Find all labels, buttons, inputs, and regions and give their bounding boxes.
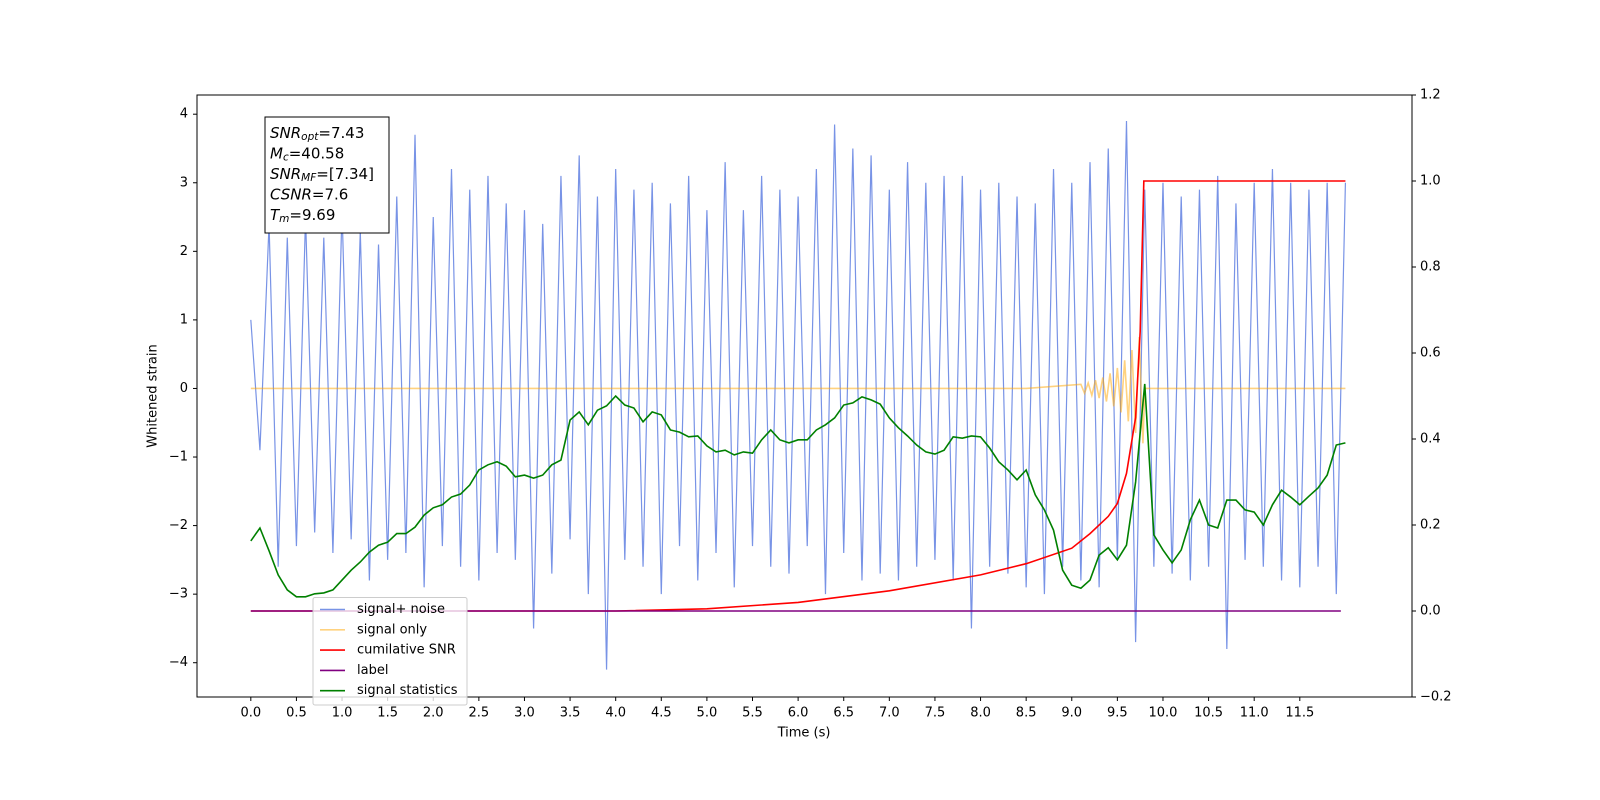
x-tick-label: 4.5 xyxy=(651,706,672,721)
legend-label: label xyxy=(357,663,388,678)
annotation-base: CSNR xyxy=(270,185,312,203)
x-tick-label: 3.5 xyxy=(560,706,581,721)
series-line xyxy=(250,336,1346,444)
x-tick-label: 3.0 xyxy=(514,706,535,721)
annotation-base: T xyxy=(270,206,281,224)
annotation-sub: c xyxy=(283,152,289,164)
x-tick-label: 2.0 xyxy=(423,706,444,721)
y-tick-label: −3 xyxy=(169,587,188,602)
x-tick-label: 6.0 xyxy=(788,706,809,721)
x-tick-label: 6.5 xyxy=(833,706,854,721)
y-tick-label: 3 xyxy=(180,175,188,190)
x-tick-label: 11.0 xyxy=(1240,706,1269,721)
legend-label: signal only xyxy=(357,622,427,637)
x-tick-label: 1.5 xyxy=(377,706,398,721)
y2-tick-label: 1.0 xyxy=(1420,174,1441,189)
annotation-box xyxy=(264,116,390,234)
x-tick-label: 7.5 xyxy=(925,706,946,721)
annotation-base: SNR xyxy=(270,165,301,183)
annotation-text: SNRopt=7.43 xyxy=(270,124,364,144)
annotation-rest: =7.43 xyxy=(318,124,364,142)
y2-tick-label: 0.4 xyxy=(1420,432,1441,447)
y2-tick-label: 0.8 xyxy=(1420,260,1441,275)
plot-frame xyxy=(196,94,1413,698)
x-tick-label: 9.5 xyxy=(1107,706,1128,721)
annotation-base: SNR xyxy=(270,124,301,142)
series-line xyxy=(250,383,1346,598)
legend-label: signal+ noise xyxy=(357,602,445,617)
y-axis-label: Whitened strain xyxy=(146,344,161,447)
legend-box xyxy=(312,597,468,706)
series-line xyxy=(250,121,1347,670)
x-tick-label: 11.5 xyxy=(1285,706,1314,721)
y2-tick-label: 0.0 xyxy=(1420,604,1441,619)
x-tick-label: 5.5 xyxy=(742,706,763,721)
x-tick-label: 0.0 xyxy=(240,706,261,721)
y-tick-label: −4 xyxy=(169,655,188,670)
y2-tick-label: −0.2 xyxy=(1420,690,1452,705)
x-axis-label: Time (s) xyxy=(777,726,831,741)
y2-tick-label: 1.2 xyxy=(1420,88,1441,103)
x-tick-label: 10.0 xyxy=(1149,706,1178,721)
y-tick-label: −1 xyxy=(169,450,188,465)
x-tick-label: 10.5 xyxy=(1194,706,1223,721)
y-tick-label: 1 xyxy=(180,312,188,327)
annotation-rest: =40.58 xyxy=(289,144,345,162)
annotation-base: M xyxy=(270,144,283,162)
series-line xyxy=(250,180,1346,612)
y2-tick-label: 0.6 xyxy=(1420,346,1441,361)
annotation-text: SNRMF=[7.34] xyxy=(270,165,374,185)
annotation-sub: opt xyxy=(301,131,319,143)
y-tick-label: −2 xyxy=(169,518,188,533)
y-tick-label: 2 xyxy=(180,244,188,259)
y-tick-label: 0 xyxy=(180,381,188,396)
annotation-text: Tm=9.69 xyxy=(270,206,335,226)
x-tick-label: 8.0 xyxy=(970,706,991,721)
x-tick-label: 2.5 xyxy=(469,706,490,721)
x-tick-label: 5.0 xyxy=(697,706,718,721)
x-tick-label: 1.0 xyxy=(332,706,353,721)
y-tick-label: 4 xyxy=(180,107,188,122)
x-tick-label: 8.5 xyxy=(1016,706,1037,721)
annotation-rest: =7.6 xyxy=(312,185,348,203)
x-tick-label: 7.0 xyxy=(879,706,900,721)
legend-label: signal statistics xyxy=(357,683,458,698)
x-tick-label: 9.0 xyxy=(1061,706,1082,721)
annotation-text: Mc=40.58 xyxy=(270,144,344,164)
x-tick-label: 4.0 xyxy=(605,706,626,721)
annotation-text: CSNR=7.6 xyxy=(270,185,348,203)
annotation-rest: =9.69 xyxy=(289,206,335,224)
annotation-sub: MF xyxy=(301,172,317,184)
x-tick-label: 0.5 xyxy=(286,706,307,721)
annotation-rest: =[7.34] xyxy=(316,165,374,183)
y2-tick-label: 0.2 xyxy=(1420,518,1441,533)
legend-label: cumilative SNR xyxy=(357,643,456,658)
annotation-sub: m xyxy=(279,213,289,225)
